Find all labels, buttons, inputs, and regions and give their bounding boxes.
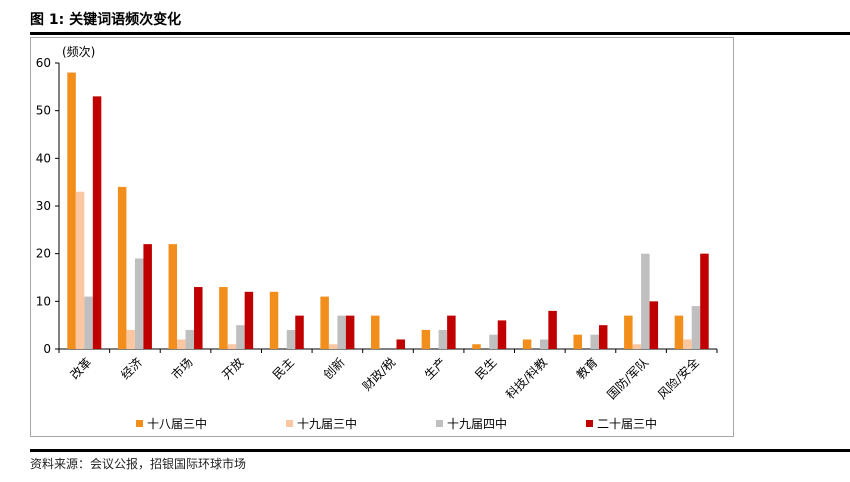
bar-11-3 <box>649 301 659 349</box>
legend-label-0: 十八届三中 <box>147 416 207 431</box>
bar-7-0 <box>421 329 431 349</box>
y-tick-label: 60 <box>36 56 51 70</box>
bar-6-0 <box>371 315 380 349</box>
bar-5-1 <box>328 344 338 349</box>
bar-3-1 <box>227 344 237 349</box>
bar-0-3 <box>92 96 102 349</box>
bar-2-2 <box>185 329 195 349</box>
bar-11-0 <box>624 315 633 349</box>
bar-10-3 <box>598 325 608 349</box>
bar-0-0 <box>67 72 76 350</box>
bar-4-2 <box>286 329 296 349</box>
legend-label-1: 十九届三中 <box>297 416 357 431</box>
bar-4-0 <box>269 291 279 349</box>
bar-9-3 <box>548 310 557 349</box>
legend-swatch-2 <box>436 420 443 427</box>
bar-2-3 <box>194 287 203 349</box>
legend-label-2: 十九届四中 <box>447 416 507 431</box>
bar-3-3 <box>244 291 254 349</box>
bar-8-0 <box>472 344 481 349</box>
category-label: 创新 <box>320 355 348 383</box>
y-tick-label: 0 <box>43 342 51 356</box>
bar-5-3 <box>345 315 355 349</box>
y-tick-label: 10 <box>36 294 51 308</box>
bar-5-0 <box>320 296 329 349</box>
bar-5-2 <box>337 315 346 349</box>
bottom-rule <box>30 449 850 452</box>
category-label: 民生 <box>472 355 499 382</box>
legend-swatch-1 <box>286 420 293 427</box>
category-label: 民主 <box>270 355 297 382</box>
bar-9-2 <box>539 339 549 349</box>
chart-frame <box>30 37 734 437</box>
bar-11-2 <box>641 253 650 349</box>
bar-1-3 <box>143 244 152 349</box>
bar-2-1 <box>177 339 186 349</box>
bar-1-1 <box>126 329 135 349</box>
category-label: 风险/安全 <box>654 355 701 402</box>
bar-11-1 <box>632 344 642 349</box>
y-axis-label: (频次) <box>62 45 95 59</box>
category-label: 开放 <box>219 355 247 383</box>
bar-3-0 <box>219 287 228 349</box>
bar-6-3 <box>396 339 405 349</box>
top-rule <box>30 32 850 35</box>
bar-0-2 <box>84 296 93 349</box>
category-label: 生产 <box>422 355 449 382</box>
y-tick-label: 40 <box>36 151 51 165</box>
bar-0-1 <box>75 191 85 349</box>
legend-swatch-0 <box>136 420 143 427</box>
bar-10-2 <box>590 334 599 349</box>
bar-1-2 <box>134 258 144 349</box>
bar-12-0 <box>674 315 684 349</box>
source-note: 资料来源：会议公报，招银国际环球市场 <box>30 457 247 471</box>
bar-9-0 <box>522 339 532 349</box>
legend-swatch-3 <box>586 420 593 427</box>
category-label: 市场 <box>168 355 196 383</box>
category-label: 国防/军队 <box>604 355 651 402</box>
bar-8-2 <box>489 334 498 349</box>
category-label: 教育 <box>573 355 601 383</box>
y-tick-label: 20 <box>36 247 51 261</box>
bar-8-3 <box>497 320 507 349</box>
legend-label-3: 二十届三中 <box>597 416 657 431</box>
category-label: 财政/税 <box>360 355 398 393</box>
bar-1-0 <box>117 186 127 349</box>
bar-10-0 <box>573 334 582 349</box>
bar-2-0 <box>168 244 178 349</box>
category-label: 改革 <box>68 355 95 382</box>
category-label: 科技/科教 <box>503 355 550 402</box>
bar-12-3 <box>700 253 709 349</box>
bar-4-3 <box>295 315 304 349</box>
bar-12-1 <box>683 339 692 349</box>
bar-7-2 <box>438 329 448 349</box>
y-tick-label: 50 <box>36 104 51 118</box>
bar-7-3 <box>447 315 456 349</box>
category-label: 经济 <box>117 355 145 383</box>
figure-title: 图 1: 关键词语频次变化 <box>30 12 182 28</box>
bar-12-2 <box>691 306 701 349</box>
bar-3-2 <box>236 325 245 349</box>
y-tick-label: 30 <box>36 199 51 213</box>
